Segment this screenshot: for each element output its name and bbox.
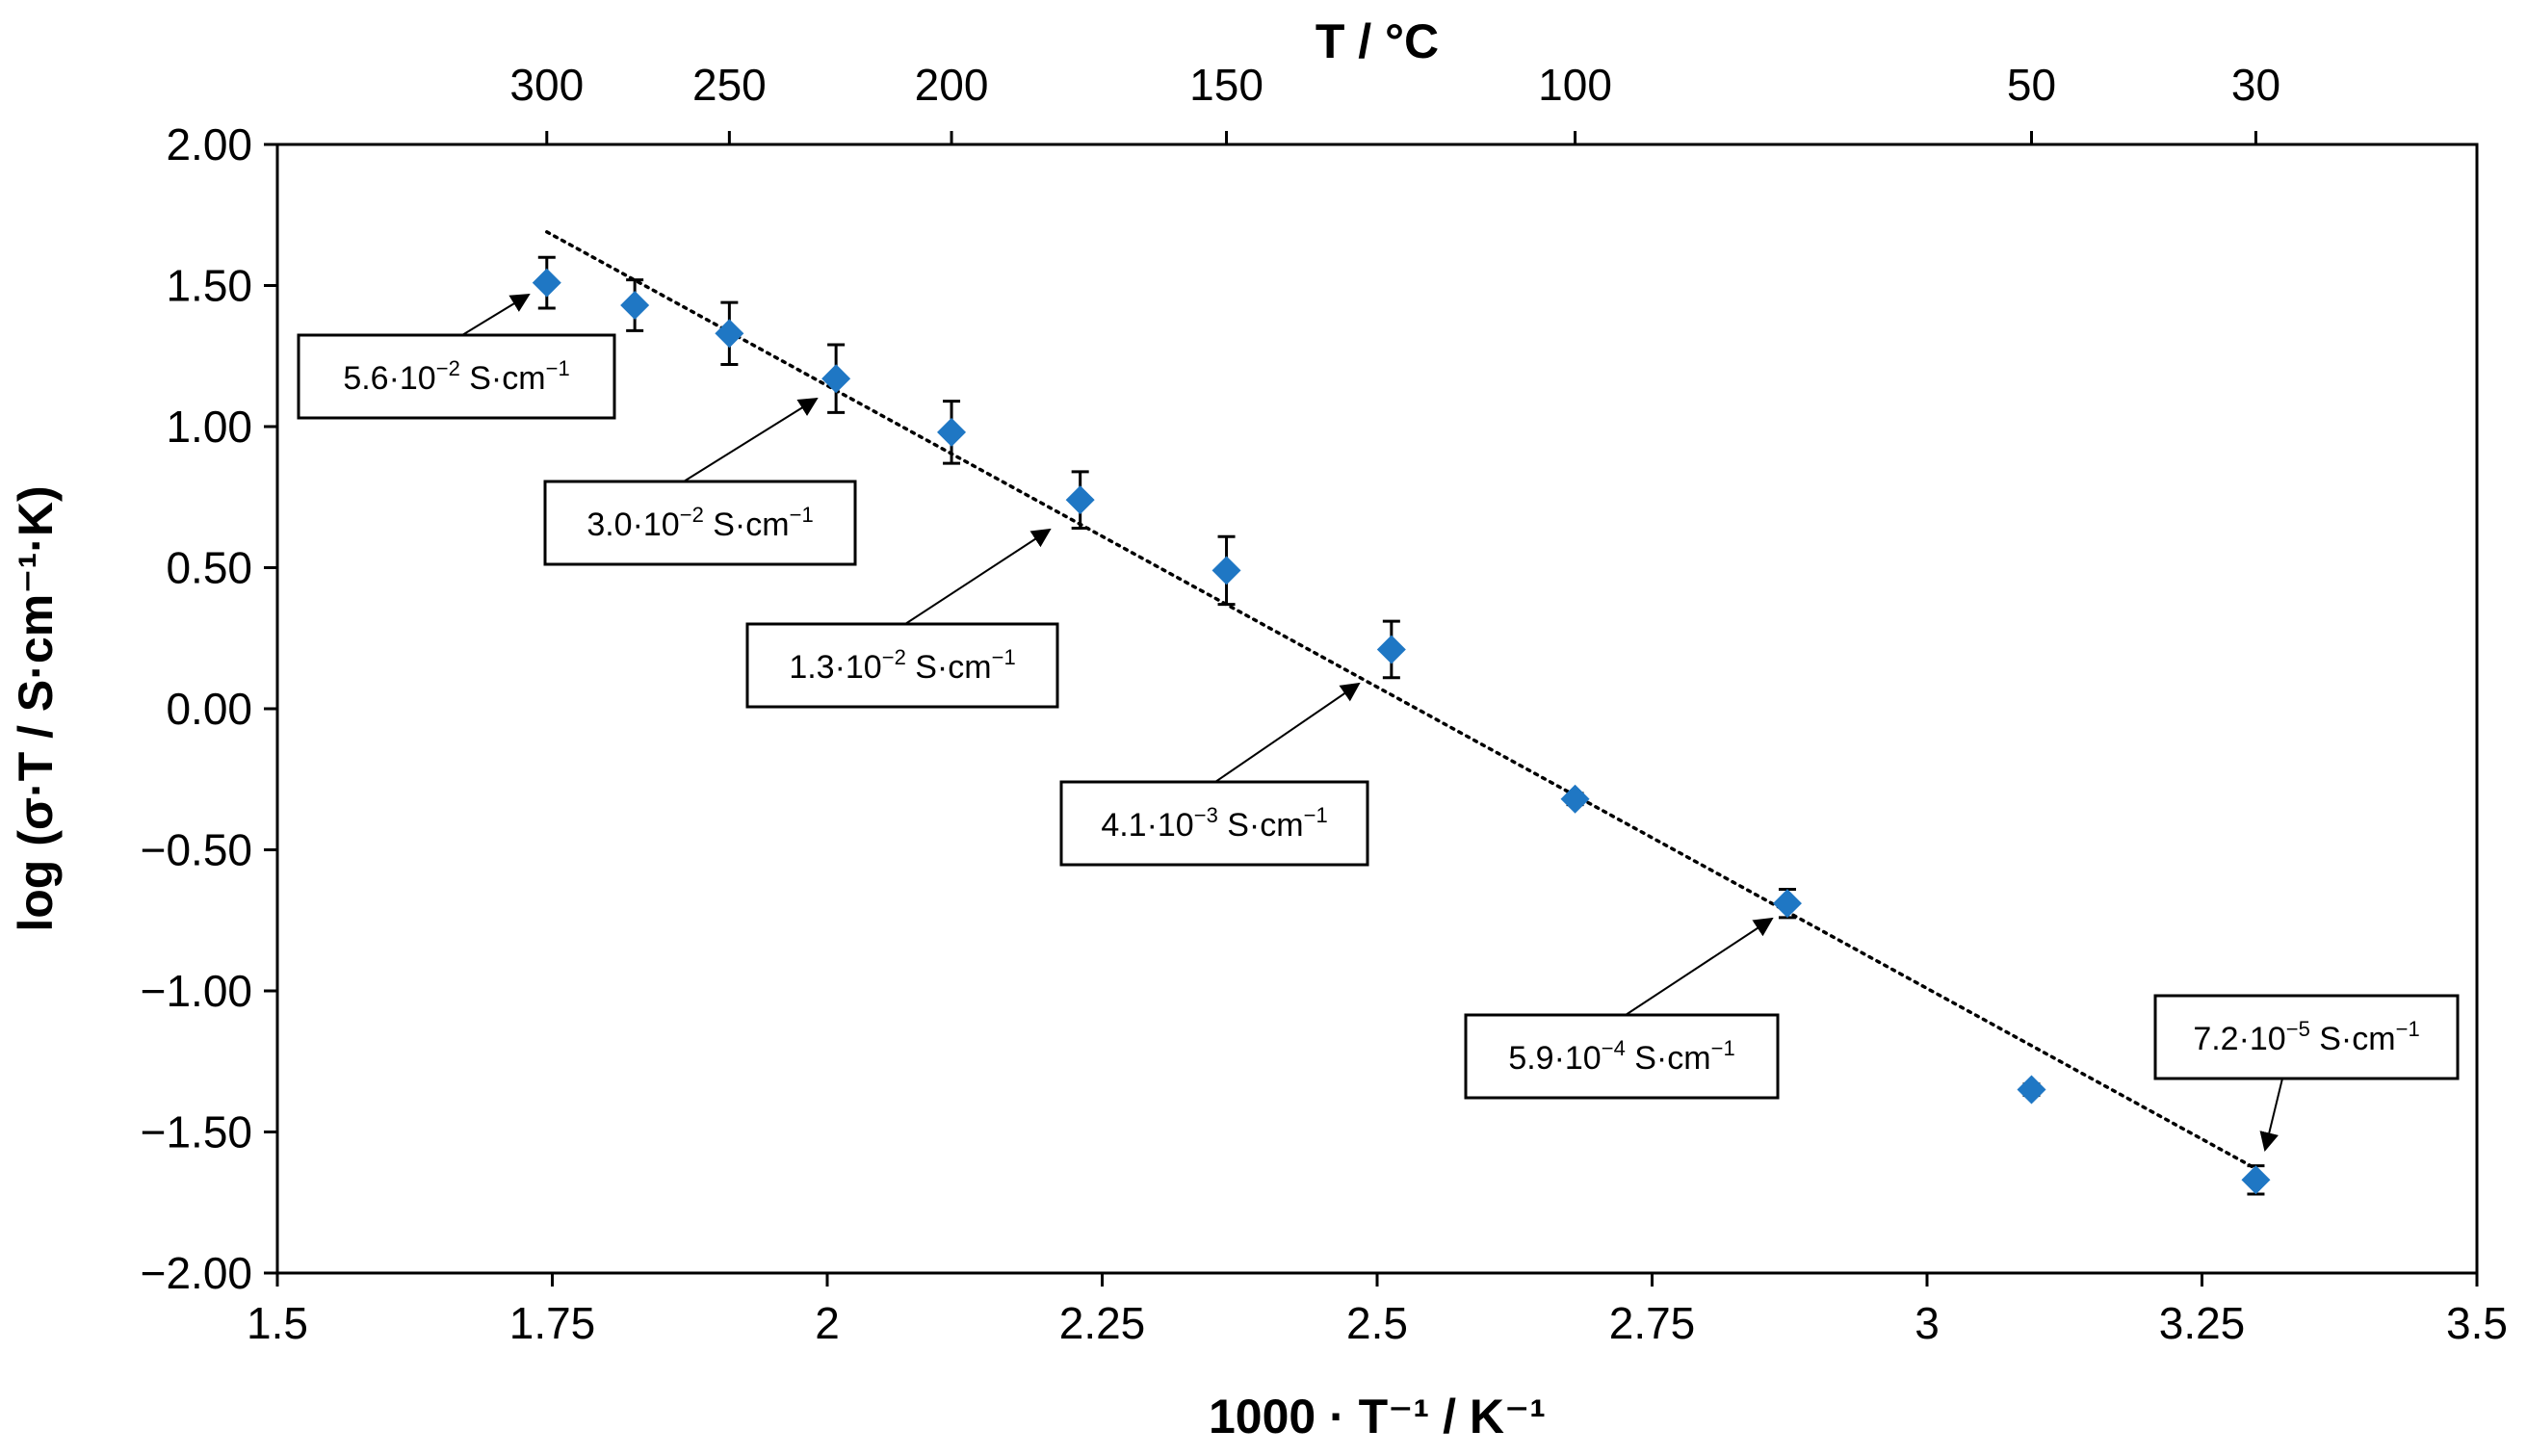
ticks-layer: 1.5 1.75 2 2.25 2.5 2.75 3 3.25 3.5 2.00 1.50 1.00 0… bbox=[141, 60, 2508, 1348]
x-tick-label: 2 bbox=[815, 1298, 840, 1348]
plot-area-border bbox=[275, 143, 2479, 1275]
data-point bbox=[2241, 1165, 2271, 1195]
points-layer bbox=[532, 255, 2271, 1196]
annotation-box bbox=[745, 622, 1059, 709]
annotation: 4.1·10−3 S·cm−1 bbox=[1059, 682, 1369, 867]
annotation-label: 1.3·10−2 S·cm−1 bbox=[789, 645, 1015, 686]
annotation: 7.2·10−5 S·cm−1 bbox=[2153, 994, 2460, 1152]
data-point bbox=[1376, 635, 1406, 664]
y-tick-label: −0.50 bbox=[141, 825, 252, 875]
top-tick-label: 30 bbox=[2231, 60, 2280, 110]
annotation-arrow bbox=[1625, 917, 1774, 1016]
y-tick-label: −1.50 bbox=[141, 1107, 252, 1157]
top-axis-title: T / °C bbox=[1316, 14, 1439, 68]
data-point bbox=[1211, 556, 1241, 585]
annotation-box bbox=[297, 333, 616, 420]
annotation: 5.9·10−4 S·cm−1 bbox=[1464, 917, 1780, 1100]
annotations-layer: 5.6·10−2 S·cm−1 3.0·10−2 S·cm−1 1.3·10−2 S… bbox=[297, 293, 2460, 1152]
y-tick-label: 1.00 bbox=[166, 402, 252, 452]
x-tick-label: 2.75 bbox=[1609, 1298, 1696, 1348]
annotation: 3.0·10−2 S·cm−1 bbox=[543, 397, 857, 566]
data-point bbox=[2017, 1075, 2046, 1105]
annotation-arrow bbox=[2259, 1078, 2283, 1152]
annotation-label: 5.6·10−2 S·cm−1 bbox=[343, 356, 569, 397]
annotation-box bbox=[2153, 994, 2460, 1080]
annotation-box bbox=[543, 480, 857, 566]
y-axis-title: log (σ·T / S·cm⁻¹·K) bbox=[9, 485, 63, 931]
x-tick-label: 1.5 bbox=[247, 1298, 308, 1348]
top-tick-label: 100 bbox=[1538, 60, 1612, 110]
top-tick-label: 200 bbox=[915, 60, 989, 110]
data-point bbox=[1560, 784, 1590, 814]
annotation-arrow bbox=[461, 293, 531, 336]
top-tick-label: 50 bbox=[2007, 60, 2056, 110]
data-point bbox=[937, 417, 967, 447]
annotation: 5.6·10−2 S·cm−1 bbox=[297, 293, 616, 420]
data-point bbox=[532, 268, 561, 298]
annotation-label: 5.9·10−4 S·cm−1 bbox=[1508, 1036, 1734, 1077]
data-point bbox=[1065, 485, 1095, 515]
y-tick-label: −1.00 bbox=[141, 966, 252, 1016]
x-tick-label: 2.5 bbox=[1346, 1298, 1408, 1348]
data-point bbox=[1772, 889, 1802, 919]
y-tick-label: −2.00 bbox=[141, 1248, 252, 1298]
annotation-label: 7.2·10−5 S·cm−1 bbox=[2193, 1017, 2419, 1057]
x-tick-label: 3 bbox=[1915, 1298, 1940, 1348]
annotation-box bbox=[1059, 780, 1369, 867]
annotation-box bbox=[1464, 1013, 1780, 1100]
annotation-arrow bbox=[904, 528, 1052, 625]
x-tick-label: 3.5 bbox=[2446, 1298, 2508, 1348]
top-tick-label: 250 bbox=[692, 60, 767, 110]
top-tick-label: 300 bbox=[509, 60, 584, 110]
data-point bbox=[715, 319, 744, 349]
x-tick-label: 1.75 bbox=[509, 1298, 596, 1348]
x-axis-title: 1000 · T⁻¹ / K⁻¹ bbox=[1209, 1390, 1546, 1443]
y-tick-label: 2.00 bbox=[166, 119, 252, 169]
annotation-arrow bbox=[683, 397, 819, 482]
annotation-label: 3.0·10−2 S·cm−1 bbox=[586, 503, 813, 543]
annotation: 1.3·10−2 S·cm−1 bbox=[745, 528, 1059, 709]
x-tick-label: 2.25 bbox=[1059, 1298, 1146, 1348]
data-point bbox=[620, 291, 650, 321]
top-tick-label: 150 bbox=[1189, 60, 1264, 110]
plot-frame bbox=[275, 143, 2479, 1275]
annotation-arrow bbox=[1214, 682, 1361, 783]
data-point bbox=[821, 364, 851, 394]
y-tick-label: 0.50 bbox=[166, 543, 252, 593]
x-tick-label: 3.25 bbox=[2159, 1298, 2246, 1348]
y-tick-label: 0.00 bbox=[166, 684, 252, 734]
annotation-label: 4.1·10−3 S·cm−1 bbox=[1101, 803, 1327, 844]
y-tick-label: 1.50 bbox=[166, 261, 252, 311]
